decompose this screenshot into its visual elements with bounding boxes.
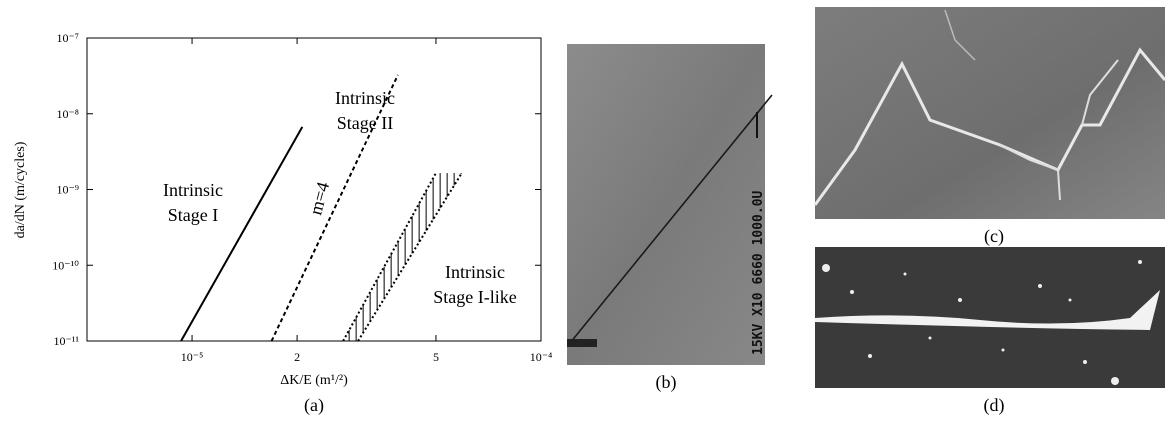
- hatch: [348, 173, 462, 341]
- annotation: Intrinsic: [335, 88, 395, 108]
- curve: [357, 172, 463, 342]
- y-tick-label: 10⁻¹⁰: [52, 258, 79, 272]
- annotation: Stage I: [168, 205, 218, 225]
- x-tick-label: 5: [433, 350, 439, 364]
- x-axis-label: ΔK/E (m¹/²): [280, 373, 348, 388]
- annotation: Stage I-like: [433, 287, 516, 307]
- y-tick-label: 10⁻⁷: [56, 31, 79, 45]
- panel-label: (c): [984, 226, 1004, 247]
- x-tick-label: 10⁻⁵: [181, 350, 204, 364]
- curve: [342, 172, 437, 342]
- panel-label: (b): [656, 372, 677, 393]
- y-axis-label: da/dN (m/cycles): [13, 141, 28, 238]
- micrograph-b: 15KV X10 6660 1000.0U: [567, 44, 773, 365]
- micrograph-imprint: 15KV X10 6660 1000.0U: [751, 190, 766, 355]
- annotation: Intrinsic: [163, 180, 223, 200]
- annotation: Intrinsic: [445, 262, 505, 282]
- annotation: m=4: [305, 180, 333, 217]
- x-tick-label: 10⁻⁴: [530, 350, 553, 364]
- micrograph-d: [815, 247, 1165, 388]
- y-tick-label: 10⁻¹¹: [53, 334, 79, 348]
- micrograph-c: [813, 7, 1167, 219]
- curve: [270, 74, 399, 342]
- y-tick-label: 10⁻⁹: [56, 183, 79, 197]
- annotation: Stage II: [337, 113, 393, 133]
- panel-label: (d): [984, 395, 1005, 416]
- x-tick-label: 2: [294, 350, 300, 364]
- y-tick-label: 10⁻⁸: [56, 107, 79, 121]
- panel-label: (a): [304, 395, 324, 416]
- curve: [180, 126, 304, 342]
